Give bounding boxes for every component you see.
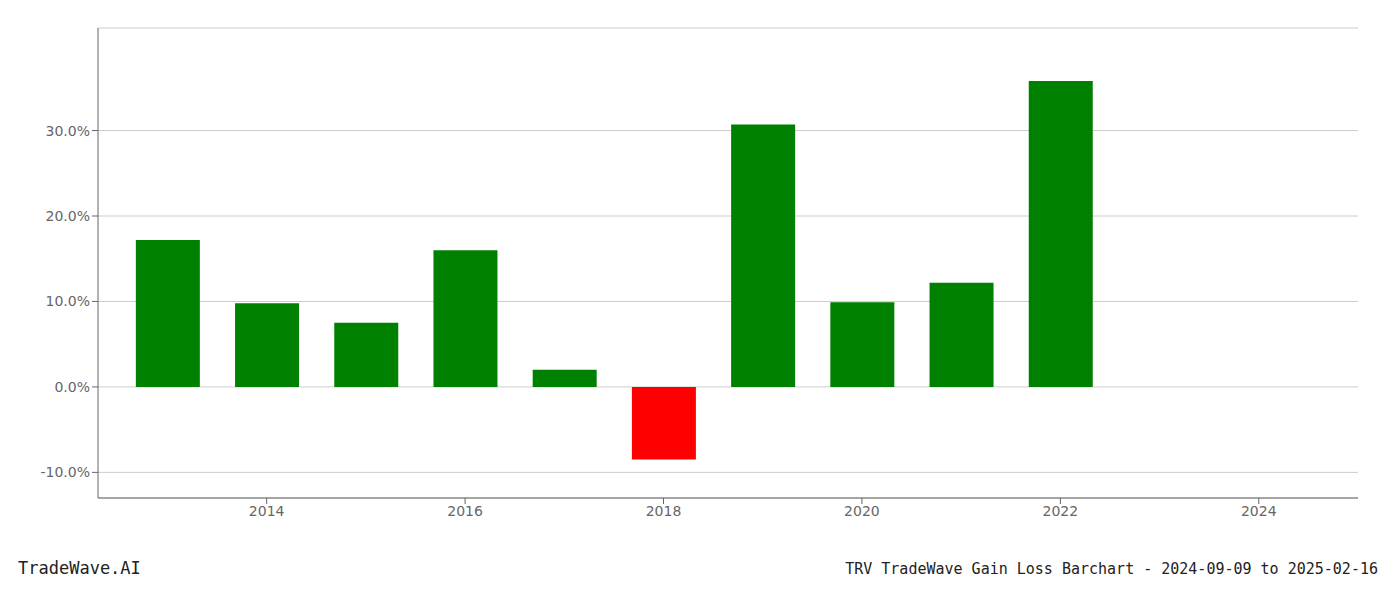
svg-text:2016: 2016 (447, 503, 483, 519)
svg-text:2014: 2014 (249, 503, 285, 519)
svg-text:2018: 2018 (646, 503, 682, 519)
svg-text:0.0%: 0.0% (54, 379, 90, 395)
svg-text:30.0%: 30.0% (46, 123, 90, 139)
svg-text:2024: 2024 (1241, 503, 1277, 519)
svg-text:2020: 2020 (844, 503, 880, 519)
svg-text:-10.0%: -10.0% (40, 464, 90, 480)
svg-text:20.0%: 20.0% (46, 208, 90, 224)
html-text:TradeWave.AI: TradeWave.AI (18, 558, 141, 578)
svg-text:10.0%: 10.0% (46, 293, 90, 309)
svg-text:2022: 2022 (1043, 503, 1079, 519)
html-text:TRV TradeWave Gain Loss Barcha: TRV TradeWave Gain Loss Barchart - 2024-… (845, 560, 1378, 578)
